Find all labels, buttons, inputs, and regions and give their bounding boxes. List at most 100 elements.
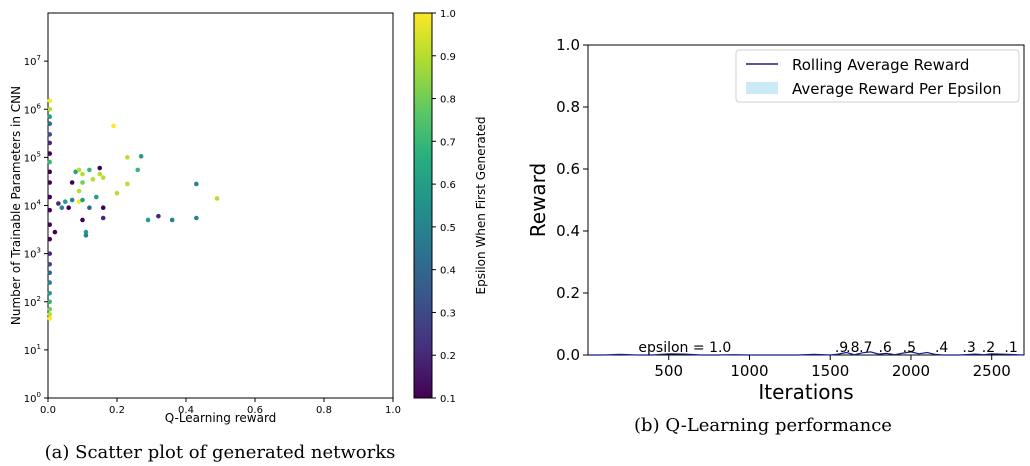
scatter-point [145,217,151,223]
scatter-point [47,262,53,267]
scatter-point [111,123,116,129]
scatter-point [135,167,140,173]
scatter-point [47,316,53,321]
epsilon-label: .8 [846,340,859,356]
scatter-point [47,114,53,120]
line-panel: 500 1000 1500 2000 2500 0.0 0.2 0.4 0.6 0.8 1.0 e… [526,36,1025,404]
scatter-x-tick-label: 0.2 [109,405,125,416]
scatter-point [66,205,71,211]
line-x-tick-label: 2500 [973,362,1011,380]
scatter-y-tick-label: 106 [24,102,42,116]
scatter-y-tick-label: 107 [24,54,41,68]
colorbar-tick-label: 0.5 [440,223,456,234]
scatter-x-tick-label: 0.0 [40,405,56,416]
scatter-point [47,180,53,185]
scatter-point [47,106,53,112]
line-y-tick-label: 0.6 [556,160,580,178]
epsilon-annotations: epsilon = 1.0 .9.8.7 .6 .5 .4 .3 .2 .1 [638,340,1017,356]
scatter-point [125,155,130,160]
colorbar-tick-label: 0.7 [440,137,456,148]
scatter-point [97,165,103,171]
scatter-point [87,167,92,173]
scatter-y-tick-label: 102 [24,295,41,309]
colorbar [413,12,433,399]
legend-fill-swatch [746,82,778,94]
epsilon-label: .7 [859,340,872,356]
scatter-point [47,280,53,285]
line-x-tick-label: 500 [654,362,683,380]
scatter-point [100,205,106,211]
legend-entry-average: Average Reward Per Epsilon [792,80,1002,98]
scatter-point [47,207,53,213]
scatter-point [94,194,99,200]
scatter-y-ticks: 100 101 102 103 104 105 106 107 [24,54,48,405]
scatter-point [76,188,82,194]
scatter-point [80,197,85,203]
line-y-tick-label: 0.2 [556,284,580,302]
scatter-point [47,306,53,312]
scatter-point [62,199,68,204]
rolling-average-line [588,351,1025,356]
legend: Rolling Average Reward Average Reward Pe… [735,49,1020,103]
scatter-y-tick-label: 105 [24,150,41,164]
line-marks [588,351,1025,356]
scatter-point [47,159,53,165]
scatter-point [100,175,106,180]
line-y-tick-label: 0.8 [556,98,580,116]
scatter-x-ticks: 0.0 0.2 0.4 0.6 0.8 1.0 [40,398,401,416]
line-x-ticks: 500 1000 1500 2000 2500 [654,355,1011,380]
scatter-point [47,222,53,227]
scatter-point [59,205,65,211]
scatter-x-tick-label: 1.0 [385,405,401,416]
colorbar-label: Epsilon When First Generated [474,117,488,295]
scatter-y-tick-label: 101 [24,343,41,357]
scatter-point [47,121,53,127]
scatter-panel: 0.0 0.2 0.4 0.6 0.8 1.0 100 101 102 103 104 105 106… [9,9,488,425]
line-y-ticks: 0.0 0.2 0.4 0.6 0.8 1.0 [556,36,588,364]
colorbar-tick-label: 0.1 [440,394,456,405]
scatter-point [114,190,120,196]
line-x-tick-label: 2000 [892,362,930,380]
scatter-point [80,180,85,185]
line-y-tick-label: 0.0 [556,346,580,364]
colorbar-ticks: 0.1 0.2 0.3 0.4 0.5 0.6 0.7 0.8 0.9 1.0 [432,9,456,405]
scatter-point [47,299,53,305]
line-x-tick-label: 1000 [730,362,768,380]
scatter-point [138,154,144,159]
epsilon-label: epsilon = 1.0 [638,340,731,356]
caption-b: (b) Q-Learning performance [634,415,892,436]
epsilon-label: .6 [878,340,891,356]
colorbar-tick-label: 0.3 [440,308,456,319]
scatter-point [97,171,103,177]
scatter-point [73,169,78,175]
scatter-point [47,169,53,175]
scatter-point [87,205,92,211]
scatter-point [76,167,82,173]
colorbar-tick-label: 0.9 [440,52,456,63]
scatter-point [80,217,85,223]
colorbar-tick-label: 0.2 [440,351,456,362]
scatter-point [47,290,53,296]
line-y-axis-label: Reward [526,163,550,237]
line-y-tick-label: 1.0 [556,36,580,54]
scatter-y-tick-label: 103 [24,247,41,261]
scatter-point [47,270,53,276]
scatter-point [47,140,53,146]
scatter-y-axis-label: Number of Trainable Parameters in CNN [9,86,23,325]
scatter-points [47,98,220,321]
scatter-point [194,215,199,221]
caption-a: (a) Scatter plot of generated networks [45,442,396,463]
epsilon-label: .9 [835,340,848,356]
scatter-point [47,311,53,317]
line-y-tick-label: 0.4 [556,222,580,240]
scatter-point [69,180,75,185]
colorbar-tick-label: 0.8 [440,95,456,106]
scatter-point [83,229,89,235]
colorbar-tick-label: 1.0 [440,9,456,20]
scatter-x-tick-label: 0.8 [316,405,332,416]
scatter-x-tick-label: 0.6 [247,405,263,416]
scatter-x-tick-label: 0.4 [178,405,194,416]
scatter-point [52,229,58,235]
scatter-point [169,217,175,223]
